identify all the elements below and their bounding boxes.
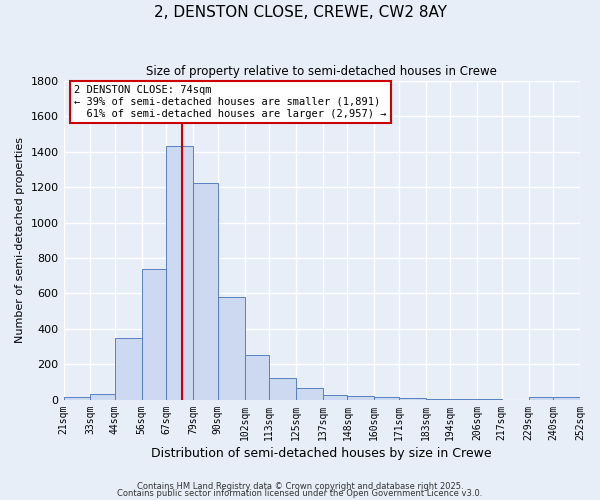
Bar xyxy=(166,146,193,400)
Bar xyxy=(553,398,580,400)
Text: 2, DENSTON CLOSE, CREWE, CW2 8AY: 2, DENSTON CLOSE, CREWE, CW2 8AY xyxy=(154,5,446,20)
Bar xyxy=(426,399,451,400)
Bar xyxy=(64,398,91,400)
X-axis label: Distribution of semi-detached houses by size in Crewe: Distribution of semi-detached houses by … xyxy=(151,447,492,460)
Y-axis label: Number of semi-detached properties: Number of semi-detached properties xyxy=(15,137,25,343)
Bar xyxy=(374,398,399,400)
Text: Contains HM Land Registry data © Crown copyright and database right 2025.: Contains HM Land Registry data © Crown c… xyxy=(137,482,463,491)
Bar xyxy=(323,394,347,400)
Bar xyxy=(529,398,553,400)
Bar xyxy=(269,378,296,400)
Bar xyxy=(142,268,166,400)
Bar xyxy=(115,338,142,400)
Bar xyxy=(91,394,115,400)
Bar xyxy=(296,388,323,400)
Bar xyxy=(193,184,218,400)
Bar xyxy=(245,354,269,400)
Text: Contains public sector information licensed under the Open Government Licence v3: Contains public sector information licen… xyxy=(118,490,482,498)
Bar xyxy=(451,399,477,400)
Title: Size of property relative to semi-detached houses in Crewe: Size of property relative to semi-detach… xyxy=(146,65,497,78)
Bar xyxy=(218,297,245,400)
Text: 2 DENSTON CLOSE: 74sqm
← 39% of semi-detached houses are smaller (1,891)
  61% o: 2 DENSTON CLOSE: 74sqm ← 39% of semi-det… xyxy=(74,86,386,118)
Bar xyxy=(399,398,426,400)
Bar xyxy=(347,396,374,400)
